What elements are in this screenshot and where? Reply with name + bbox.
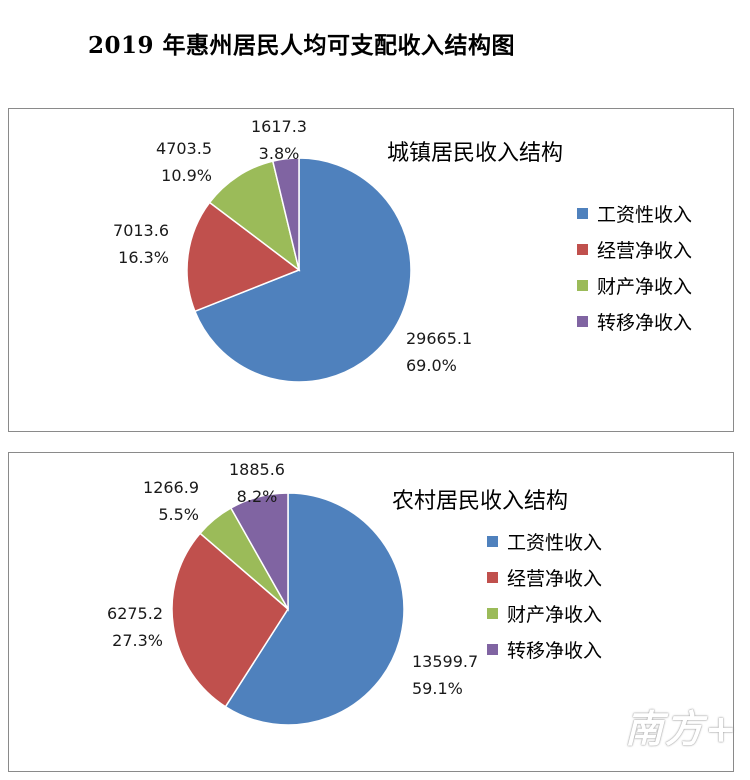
urban-legend: 工资性收入 经营净收入 财产净收入 转移净收入 — [577, 195, 692, 339]
data-label-value-transfer: 1885.6 — [229, 460, 285, 479]
legend-label-wage: 工资性收入 — [507, 531, 603, 554]
pie-slice-transfer — [229, 492, 289, 612]
legend-label-property: 财产净收入 — [507, 603, 603, 626]
pie-slice-transfer — [271, 157, 300, 271]
data-label-percent-business: 27.3% — [112, 631, 163, 650]
data-label-value-business: 6275.2 — [107, 604, 163, 623]
legend-item-property: 财产净收入 — [577, 267, 692, 303]
legend-label-transfer: 转移净收入 — [597, 311, 693, 334]
data-label-percent-transfer: 3.8% — [259, 144, 300, 163]
legend-item-transfer: 转移净收入 — [577, 303, 692, 339]
pie-slice-wage — [193, 157, 412, 383]
legend-swatch-transfer — [487, 643, 498, 655]
legend-item-transfer: 转移净收入 — [487, 631, 602, 667]
legend-item-business: 经营净收入 — [577, 231, 692, 267]
legend-swatch-business — [577, 243, 588, 255]
legend-swatch-wage — [577, 207, 588, 219]
data-label-value-property: 4703.5 — [156, 139, 212, 158]
legend-swatch-property — [487, 607, 498, 619]
data-label-percent-wage: 69.0% — [406, 356, 457, 375]
pie-slice-wage — [224, 492, 405, 726]
data-label-value-wage: 13599.7 — [412, 652, 478, 671]
data-label-percent-transfer: 8.2% — [237, 487, 278, 506]
legend-swatch-property — [577, 279, 588, 291]
watermark-logo: 南方+ — [625, 706, 739, 751]
pie-slice-business — [171, 532, 289, 708]
urban-chart-panel: 29665.1 69.0% 7013.6 16.3% 4703.5 10.9% 1617.3… — [8, 108, 734, 432]
legend-item-wage: 工资性收入 — [487, 523, 602, 559]
page-title: 2019 年惠州居民人均可支配收入结构图 — [88, 32, 516, 59]
rural-legend: 工资性收入 经营净收入 财产净收入 转移净收入 — [487, 523, 602, 667]
data-label-percent-property: 10.9% — [161, 166, 212, 185]
pie-slice-property — [208, 160, 301, 272]
legend-label-business: 经营净收入 — [507, 567, 603, 590]
data-label-percent-business: 16.3% — [118, 248, 169, 267]
urban-pie-chart: 29665.1 69.0% 7013.6 16.3% 4703.5 10.9% 1617.3… — [113, 117, 472, 383]
legend-label-transfer: 转移净收入 — [507, 639, 603, 662]
data-label-value-transfer: 1617.3 — [251, 117, 307, 136]
data-label-value-business: 7013.6 — [113, 221, 169, 240]
legend-item-property: 财产净收入 — [487, 595, 602, 631]
data-label-value-wage: 29665.1 — [406, 329, 472, 348]
pie-slice-business — [186, 201, 301, 313]
legend-swatch-transfer — [577, 315, 588, 327]
data-label-value-property: 1266.9 — [143, 478, 199, 497]
legend-label-business: 经营净收入 — [597, 239, 693, 262]
data-label-percent-wage: 59.1% — [412, 679, 463, 698]
legend-label-wage: 工资性收入 — [597, 203, 693, 226]
legend-item-wage: 工资性收入 — [577, 195, 692, 231]
legend-swatch-business — [487, 571, 498, 583]
legend-item-business: 经营净收入 — [487, 559, 602, 595]
legend-label-property: 财产净收入 — [597, 275, 693, 298]
rural-pie-chart: 13599.7 59.1% 6275.2 27.3% 1266.9 5.5% 1885.6 8… — [107, 460, 478, 726]
urban-chart-title: 城镇居民收入结构 — [387, 141, 564, 166]
rural-chart-title: 农村居民收入结构 — [392, 489, 569, 514]
data-label-percent-property: 5.5% — [158, 505, 199, 524]
legend-swatch-wage — [487, 535, 498, 547]
rural-chart-panel: 13599.7 59.1% 6275.2 27.3% 1266.9 5.5% 1885.6 8… — [8, 452, 734, 772]
